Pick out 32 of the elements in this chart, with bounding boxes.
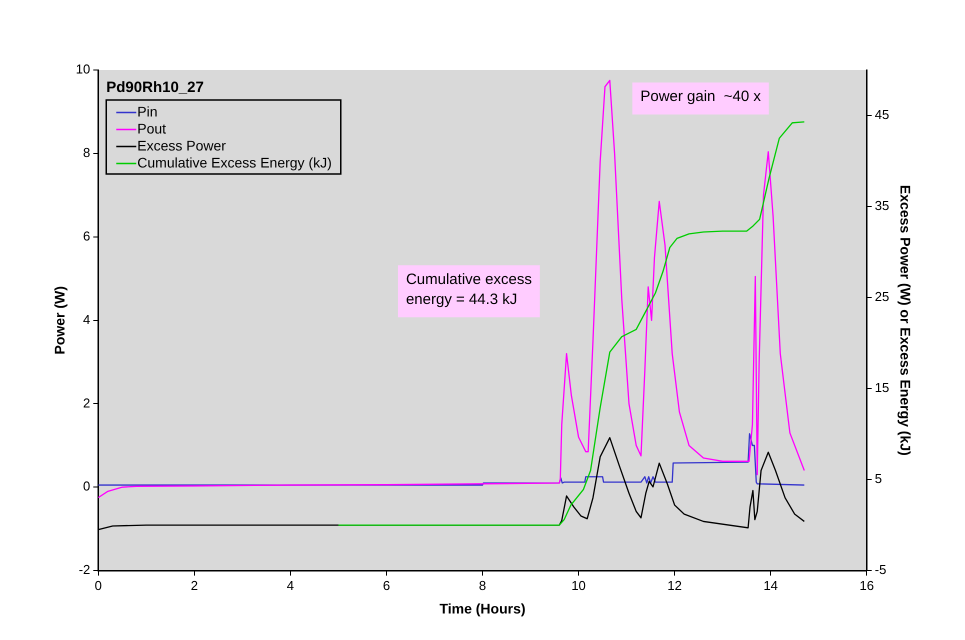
y2-axis-title: Excess Power (W) or Excess Energy (kJ) [898,184,914,456]
x-tick-label: 6 [382,578,390,593]
y-tick-label: 4 [83,312,90,327]
x-tick-label: 4 [286,578,294,593]
legend-label: Pin [137,103,158,120]
y-tick-label: 2 [83,395,90,410]
x-tick-label: 8 [478,578,486,593]
y-axis-title: Power (W) [51,286,68,355]
y2-tick-label: 5 [874,471,882,486]
x-tick-label: 14 [763,578,778,593]
x-tick-label: 12 [667,578,682,593]
legend-title: Pd90Rh10_27 [106,79,204,96]
y-tick-label: 6 [83,228,90,244]
annotation: Power gain ~40 x [640,88,762,106]
y2-tick-label: 35 [874,198,890,214]
y-tick-label: 10 [76,62,90,77]
y-tick-label: 0 [83,478,90,494]
x-tick-label: 0 [94,578,102,593]
y2-tick-label: 45 [874,107,890,122]
y2-tick-label: 25 [874,289,890,304]
x-axis-title: Time (Hours) [439,600,526,616]
annotation: Cumulative excess energy = 44.3 kJ [406,270,532,308]
y2-tick-label: -5 [874,562,886,578]
y-tick-label: -2 [78,562,90,578]
legend-label: Pout [137,120,166,136]
y-tick-label: 8 [83,145,90,160]
x-tick-label: 16 [860,578,874,593]
legend-label: Cumulative Excess Energy (kJ) [137,154,332,170]
x-tick-label: 2 [190,578,198,593]
x-tick-label: 10 [571,578,586,593]
y2-tick-label: 15 [874,380,890,396]
legend-label: Excess Power [137,137,226,154]
